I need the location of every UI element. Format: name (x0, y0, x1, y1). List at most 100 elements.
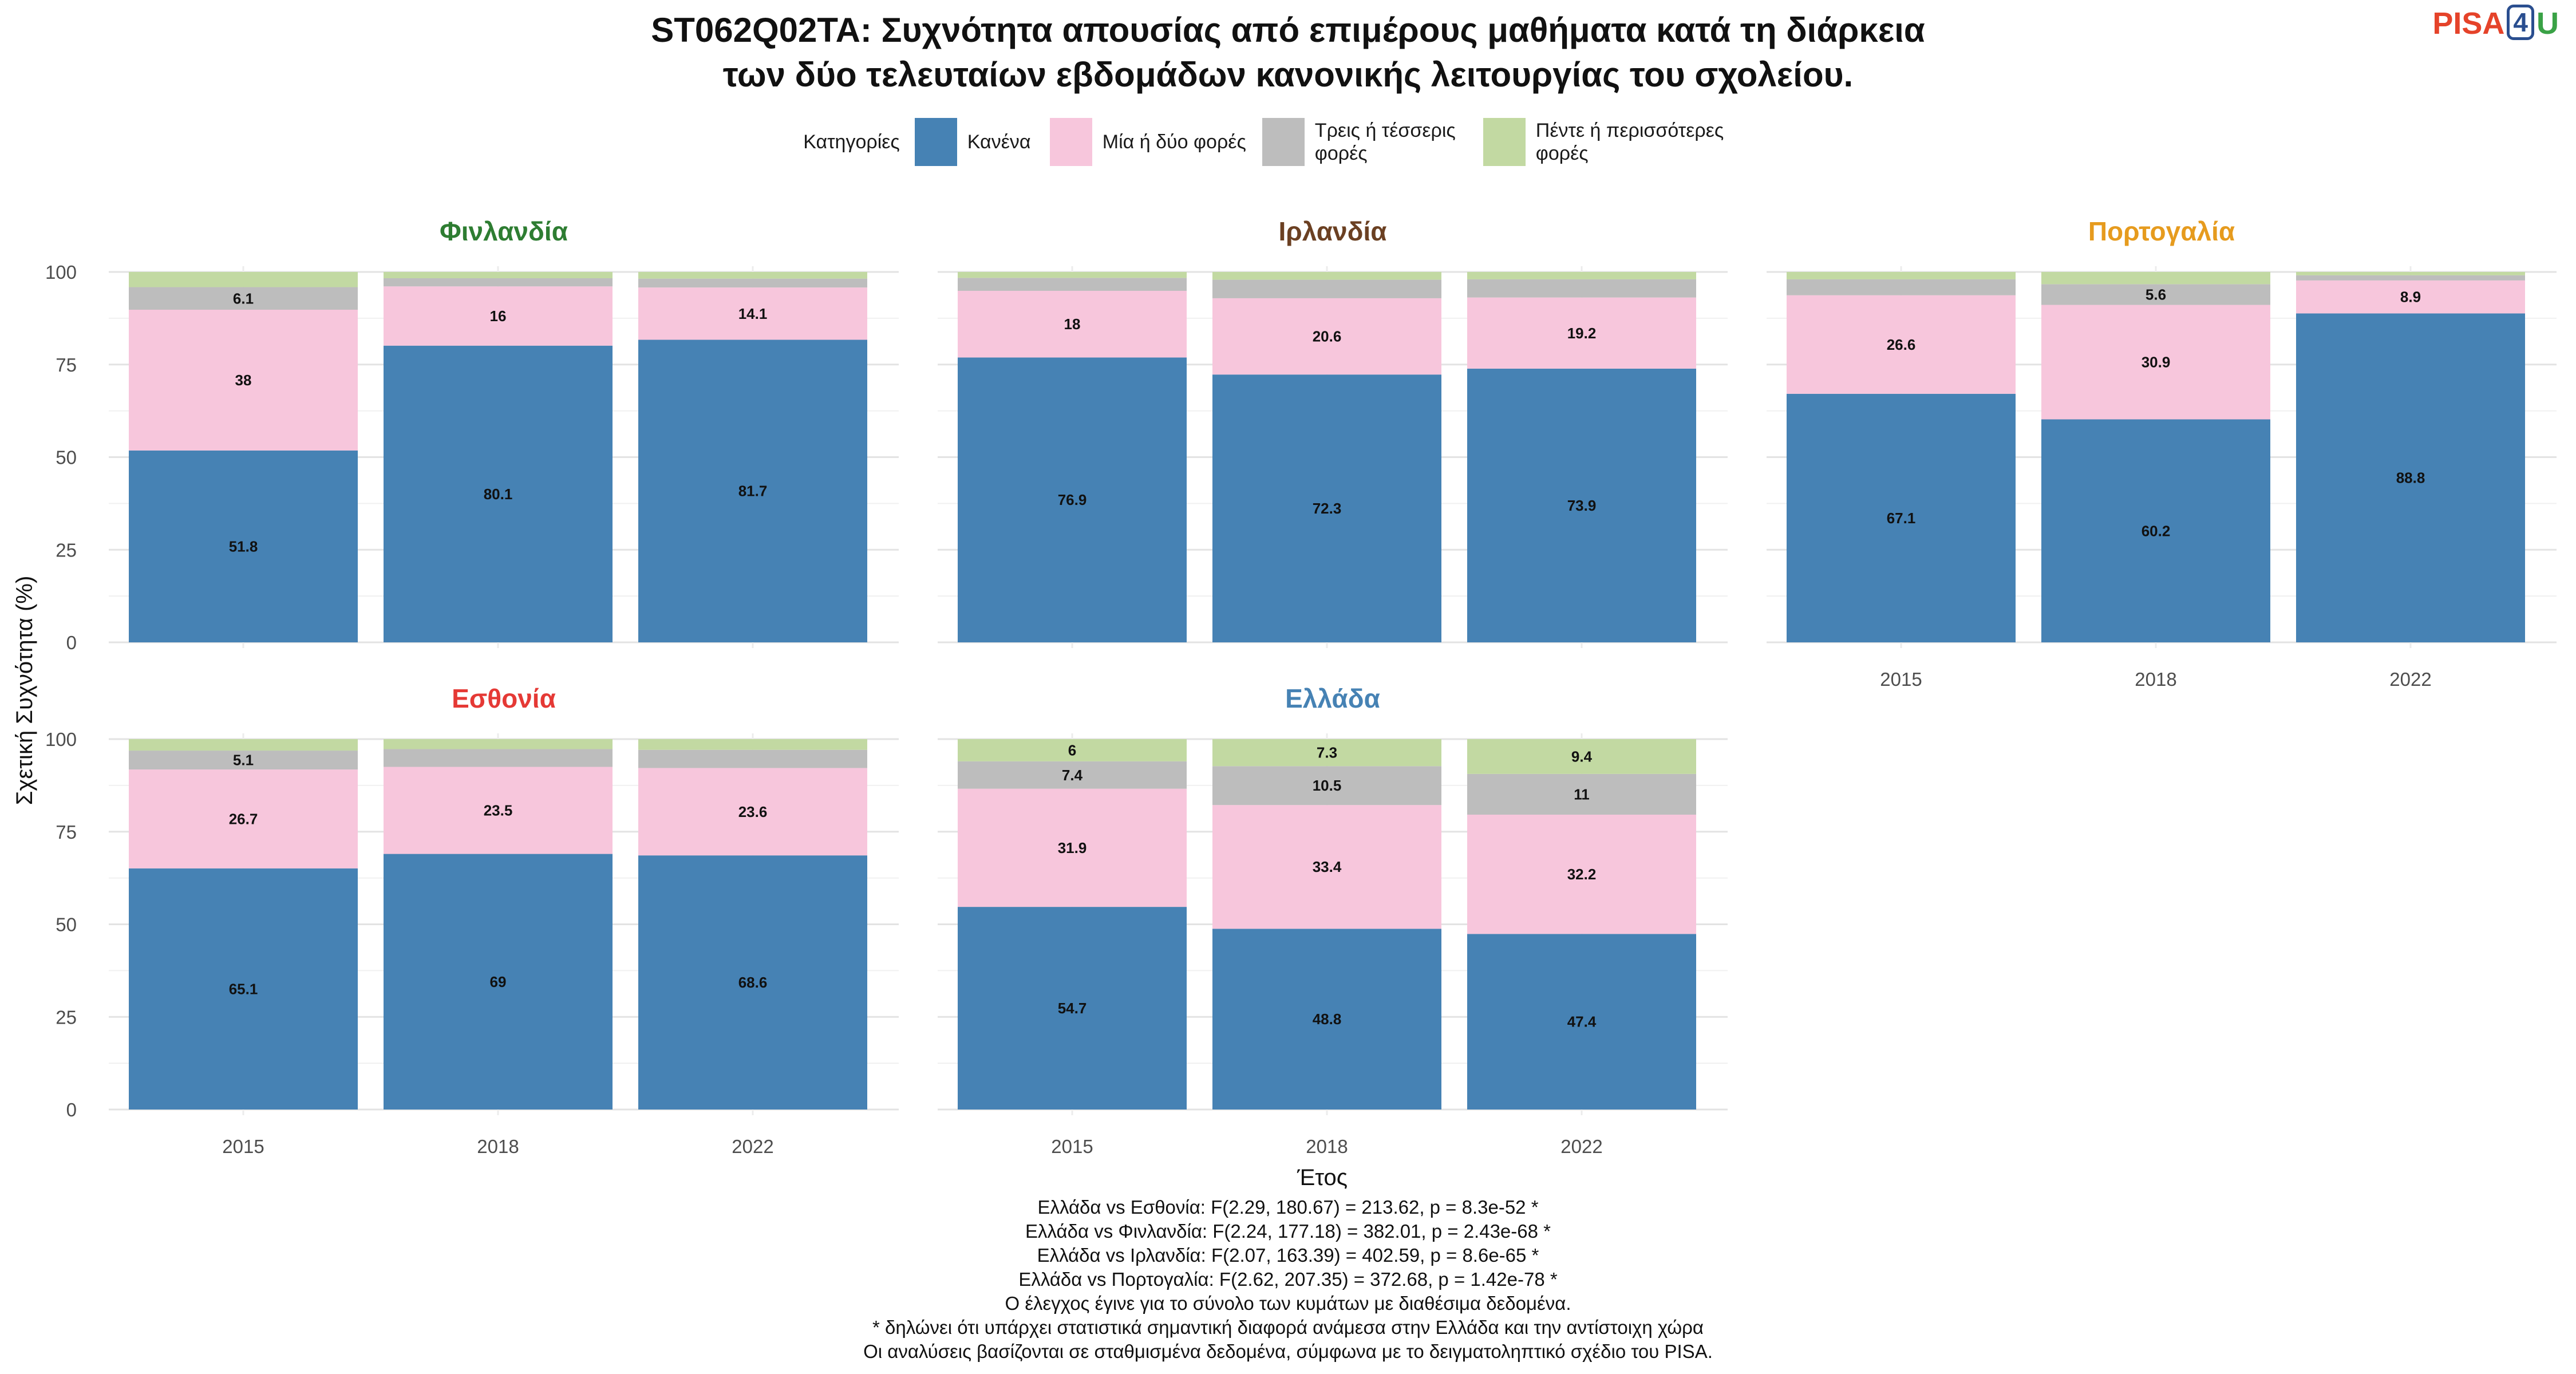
bar-segment (1787, 272, 2016, 279)
data-label: 67.1 (1887, 510, 1916, 527)
bar-segment (958, 278, 1187, 291)
x-tick-label: 2018 (1306, 1136, 1348, 1157)
legend-title: Κατηγορίες (803, 131, 900, 153)
note-line: Ελλάδα vs Εσθονία: F(2.29, 180.67) = 213… (1037, 1197, 1539, 1218)
data-label: 81.7 (738, 483, 768, 500)
bar-segment (2296, 275, 2525, 281)
bar-segment (129, 272, 358, 287)
bar-segment (638, 272, 867, 279)
bar-segment (1212, 805, 1441, 929)
bar-segment (638, 768, 867, 856)
title-line-2: των δύο τελευταίων εβδομάδων κανονικής λ… (722, 56, 1854, 94)
legend-swatch-five-plus (1483, 118, 1526, 166)
facet-title: Ιρλανδία (1278, 216, 1386, 246)
bar-segment (384, 345, 613, 642)
legend-label-three-four: Τρεις ή τέσσερις φορές (1314, 120, 1456, 164)
bar-segment (1212, 298, 1441, 375)
bar-segment (638, 739, 867, 750)
bar-segment (1467, 814, 1696, 934)
data-label: 32.2 (1567, 866, 1597, 883)
y-tick-label: 0 (66, 632, 77, 653)
data-label: 80.1 (484, 485, 513, 503)
title-line-1: ST062Q02TA: Συχνότητα απουσίας από επιμέ… (651, 11, 1925, 49)
bar-segment (384, 272, 613, 278)
data-label: 10.5 (1313, 777, 1342, 794)
x-tick-label: 2015 (222, 1136, 264, 1157)
data-label: 47.4 (1567, 1013, 1597, 1030)
bar-segment (2041, 272, 2270, 285)
y-tick-label: 25 (56, 1006, 77, 1028)
bar-segment (384, 749, 613, 767)
data-label: 72.3 (1313, 500, 1342, 517)
bar-segment (1787, 393, 2016, 642)
data-label: 6 (1068, 741, 1076, 759)
note-line: Ελλάδα vs Ιρλανδία: F(2.07, 163.39) = 40… (1037, 1245, 1539, 1266)
x-tick-label: 2022 (1560, 1136, 1602, 1157)
bar-segment (2041, 305, 2270, 420)
data-label: 9.4 (1571, 748, 1593, 765)
y-axis-title: Σχετική Συχνότητα (%) (12, 576, 37, 806)
data-label: 38 (235, 372, 252, 389)
data-label: 31.9 (1058, 839, 1087, 856)
bar-segment (2296, 280, 2525, 314)
bar-segment (129, 769, 358, 868)
note-line: Ο έλεγχος έγινε για το σύνολο των κυμάτω… (1005, 1293, 1571, 1314)
bar-segment (1467, 773, 1696, 815)
legend-item-five-plus: Πέντε ή περισσότερες φορές (1483, 118, 1759, 166)
data-label: 7.4 (1062, 767, 1083, 784)
legend-item-one-two: Μία ή δύο φορές (1049, 118, 1249, 166)
legend-label-none: Κανένα (967, 131, 1031, 153)
bar-segment (1212, 739, 1441, 767)
bar-segment (958, 272, 1187, 278)
logo-text-u: U (2537, 6, 2559, 41)
note-line: Οι αναλύσεις βασίζονται σε σταθμισμένα δ… (863, 1341, 1713, 1362)
bar-segment (1787, 295, 2016, 394)
bar-segment (1212, 929, 1441, 1110)
legend-swatch-three-four (1262, 118, 1305, 166)
data-label: 8.9 (2400, 289, 2421, 306)
bar-segment (2041, 284, 2270, 305)
data-label: 14.1 (738, 305, 768, 322)
bar-segment (1787, 279, 2016, 295)
facet-panel: Ιρλανδία 76.9 18 72.3 20.6 73.9 19.2 (938, 216, 1728, 648)
x-tick-label: 2015 (1051, 1136, 1093, 1157)
note-line: Ελλάδα vs Πορτογαλία: F(2.62, 207.35) = … (1018, 1269, 1558, 1290)
facet-title: Πορτογαλία (2088, 216, 2235, 246)
facet-panel: Φινλανδία 0 25 50 75 100 51.8 38 6.1 80.1 16 81.7 14… (45, 216, 899, 653)
data-label: 19.2 (1567, 325, 1597, 342)
bar-segment (2041, 419, 2270, 642)
facet-title: Ελλάδα (1285, 684, 1380, 713)
x-tick-label: 2015 (1880, 669, 1922, 690)
legend-swatch-one-two (1049, 118, 1092, 166)
data-label: 26.6 (1887, 336, 1916, 353)
note-line: * δηλώνει ότι υπάρχει στατιστικά σημαντι… (872, 1317, 1704, 1338)
bar-segment (1212, 374, 1441, 642)
note-line: Ελλάδα vs Φινλανδία: F(2.24, 177.18) = 3… (1025, 1221, 1551, 1242)
facet-panel: Πορτογαλία 67.1 26.6 60.2 30.9 5.6 88.8 8.9 2015… (1767, 216, 2557, 690)
bar-segment (958, 907, 1187, 1110)
facet-title: Φινλανδία (440, 216, 568, 246)
data-label: 5.1 (233, 752, 254, 769)
bar-segment (1467, 739, 1696, 774)
bar-segment (129, 751, 358, 770)
data-label: 33.4 (1313, 858, 1342, 875)
bar-segment (384, 739, 613, 749)
bar-segment (1467, 279, 1696, 298)
y-tick-label: 75 (56, 354, 77, 376)
bar-segment (958, 761, 1187, 789)
data-label: 73.9 (1567, 497, 1597, 514)
data-label: 20.6 (1313, 328, 1342, 345)
bar-segment (129, 450, 358, 642)
y-tick-label: 100 (45, 729, 77, 750)
bar-segment (1212, 272, 1441, 280)
chart-title: ST062Q02TA: Συχνότητα απουσίας από επιμέ… (0, 8, 2576, 97)
bar-segment (129, 739, 358, 751)
legend: Κατηγορίες Κανένα Μία ή δύο φορές Τρεις … (0, 113, 2576, 171)
x-tick-label: 2022 (2389, 669, 2431, 690)
bar-segment (2296, 313, 2525, 642)
x-tick-label: 2022 (732, 1136, 773, 1157)
data-label: 23.6 (738, 803, 768, 820)
legend-item-none: Κανένα (914, 118, 1036, 166)
data-label: 68.6 (738, 974, 768, 991)
